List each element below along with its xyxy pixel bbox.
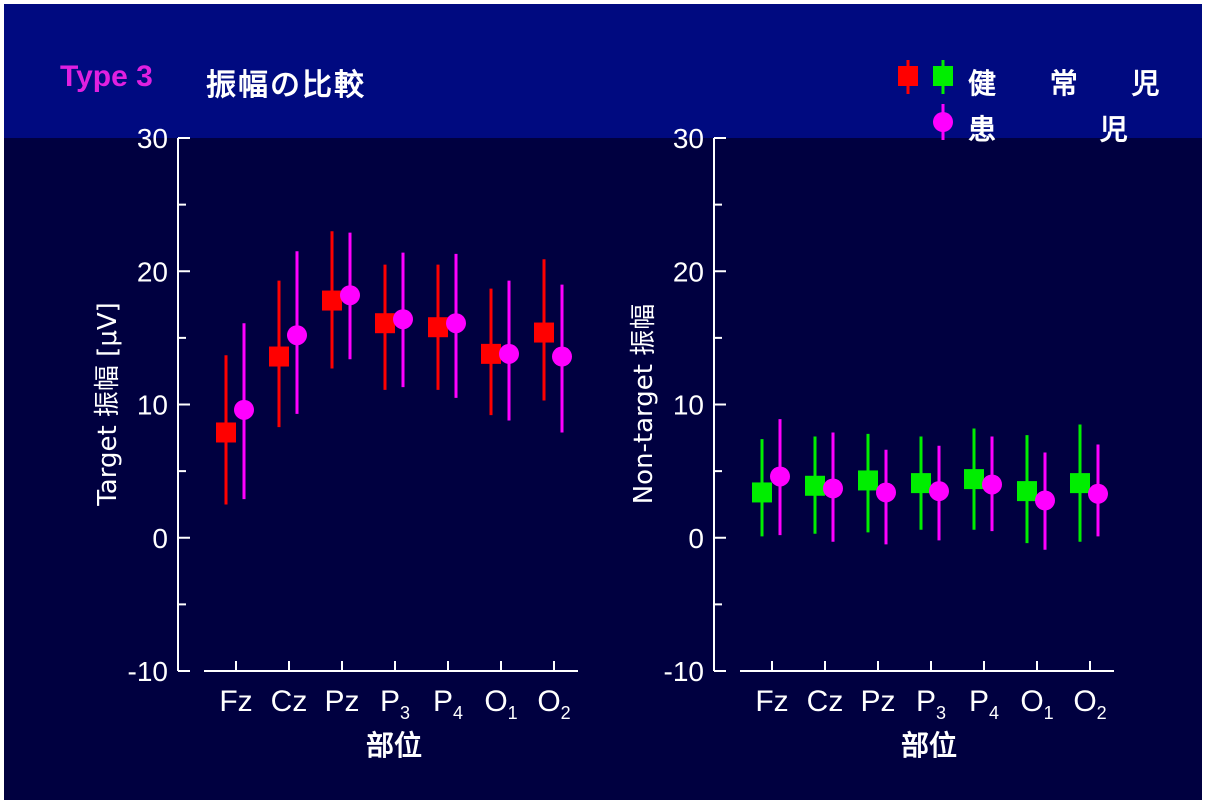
x-tick-label: Fz	[755, 685, 788, 718]
data-point-square	[911, 473, 931, 494]
y-tick-label: 20	[137, 256, 168, 287]
data-point-circle	[340, 285, 360, 306]
x-tick-label: P4	[433, 685, 463, 723]
page-title: 振幅の比較	[206, 68, 366, 103]
data-point-square	[858, 470, 878, 491]
charts-canvas: -10 0 10 20 30 Fz Cz Pz P3 P4 O1 O2 部位 Target 振幅 [μV]…	[93, 123, 1114, 762]
data-point-square	[1017, 481, 1037, 502]
data-point-circle	[1088, 483, 1108, 504]
data-point-circle	[234, 399, 254, 420]
y-tick-label: 10	[673, 390, 704, 421]
series-healthy	[216, 231, 554, 505]
type-label: Type 3	[60, 60, 153, 93]
x-tick-label: Pz	[324, 685, 359, 718]
x-axis-label: 部位	[901, 729, 957, 762]
data-point-circle	[929, 481, 949, 502]
data-point-circle	[287, 325, 307, 346]
data-point-square	[534, 322, 554, 343]
data-point-square	[964, 469, 984, 490]
y-tick-label: -10	[664, 656, 704, 687]
header-band	[4, 4, 1202, 138]
legend-label-patient: 患 児	[968, 113, 1150, 146]
y-tick-label: 0	[152, 523, 168, 554]
data-point-square	[481, 343, 501, 364]
data-point-square	[375, 313, 395, 334]
y-tick-label: 30	[673, 123, 704, 154]
x-tick-label: Fz	[219, 685, 252, 718]
data-point-circle	[552, 346, 572, 367]
data-point-circle	[823, 478, 843, 499]
data-point-circle	[876, 482, 896, 503]
data-point-circle	[499, 343, 519, 364]
data-point-square	[1070, 473, 1090, 494]
chart-target: -10 0 10 20 30 Fz Cz Pz P3 P4 O1 O2 部位 Target 振幅 [μV]	[93, 123, 578, 762]
data-point-circle	[446, 313, 466, 334]
x-tick-label: Cz	[807, 685, 844, 718]
y-tick-label: 0	[688, 523, 704, 554]
series-patient	[770, 419, 1108, 550]
data-point-circle	[982, 474, 1002, 495]
slide: Type 3 振幅の比較 健 常 児 患 児 -10 0 10 20 30 Fz Cz Pz P…	[4, 4, 1202, 800]
x-tick-label: P3	[916, 685, 946, 723]
data-point-square	[805, 475, 825, 496]
data-point-square	[322, 290, 342, 311]
data-point-square	[216, 422, 236, 443]
legend-label-healthy: 健 常 児	[968, 67, 1182, 100]
x-tick-label: O1	[484, 685, 517, 723]
y-tick-label: 20	[673, 256, 704, 287]
chart-nontarget: -10 0 10 20 30 Fz Cz Pz P3 P4 O1 O2 部位 Non-target 振幅	[629, 123, 1114, 762]
x-tick-label: P3	[380, 685, 410, 723]
x-axis-label: 部位	[366, 729, 422, 762]
x-tick-label: Pz	[860, 685, 895, 718]
data-point-circle	[393, 309, 413, 330]
x-tick-label: O2	[1073, 685, 1106, 723]
x-tick-label: P4	[969, 685, 999, 723]
data-point-square	[269, 346, 289, 367]
series-patient	[234, 232, 572, 500]
y-tick-label: 10	[137, 390, 168, 421]
data-point-square	[428, 317, 448, 338]
x-tick-label: O1	[1020, 685, 1053, 723]
data-point-circle	[1035, 490, 1055, 511]
series-healthy	[752, 424, 1090, 544]
x-tick-label: Cz	[271, 685, 308, 718]
data-point-circle	[770, 466, 790, 487]
y-axis-label: Non-target 振幅	[629, 304, 659, 505]
data-point-square	[752, 482, 772, 503]
y-tick-label: 30	[137, 123, 168, 154]
y-tick-label: -10	[128, 656, 168, 687]
x-tick-label: O2	[537, 685, 570, 723]
y-axis-label: Target 振幅 [μV]	[93, 302, 123, 507]
